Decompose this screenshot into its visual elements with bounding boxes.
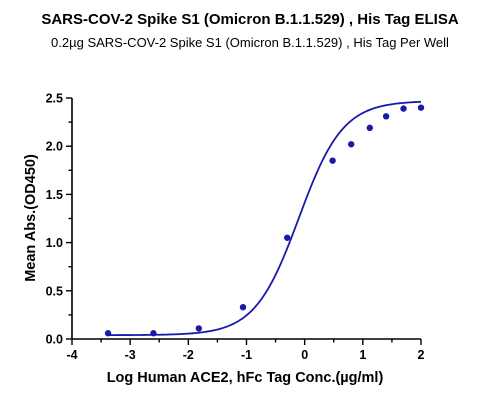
data-point: [104, 330, 112, 337]
data-point: [366, 124, 374, 132]
y-axis-label: Mean Abs.(OD450): [23, 154, 39, 282]
x-tick-label: -2: [183, 348, 194, 362]
x-tick-label: 2: [418, 348, 425, 362]
y-tick-label: 2.0: [46, 140, 63, 154]
data-point: [284, 234, 291, 241]
chart-subtitle: 0.2µg SARS-COV-2 Spike S1 (Omicron B.1.1…: [51, 35, 449, 50]
data-point: [150, 330, 157, 337]
chart-title: SARS-COV-2 Spike S1 (Omicron B.1.1.529) …: [41, 11, 459, 28]
x-tick-label: -3: [125, 348, 136, 362]
x-tick-label: 0: [301, 348, 308, 362]
data-point: [382, 113, 390, 120]
x-tick-label: 1: [359, 348, 366, 362]
y-tick-label: 0.0: [46, 333, 63, 347]
data-point: [400, 105, 407, 112]
data-point: [348, 141, 355, 148]
data-points: [104, 104, 425, 337]
data-point: [329, 157, 336, 164]
y-tick-label: 1.5: [46, 188, 63, 202]
y-tick-label: 0.5: [46, 284, 63, 298]
axes: [71, 98, 421, 340]
x-axis-label: Log Human ACE2, hFc Tag Conc.(µg/ml): [107, 370, 384, 386]
x-tick-label: -1: [241, 348, 252, 362]
data-point: [195, 325, 202, 332]
data-point: [417, 104, 425, 111]
fit-curve-group: [108, 100, 422, 336]
y-tick-label: 1.0: [46, 236, 63, 250]
y-tick-label: 2.5: [46, 92, 63, 106]
x-tick-label: -4: [66, 348, 77, 362]
tick-marks: -4 -3 -2 -1 0 1 2 0.0 0.5 1.0 1.5 2.0 2.5: [46, 92, 425, 363]
fit-curve-line: [108, 100, 422, 336]
data-point: [239, 303, 247, 311]
